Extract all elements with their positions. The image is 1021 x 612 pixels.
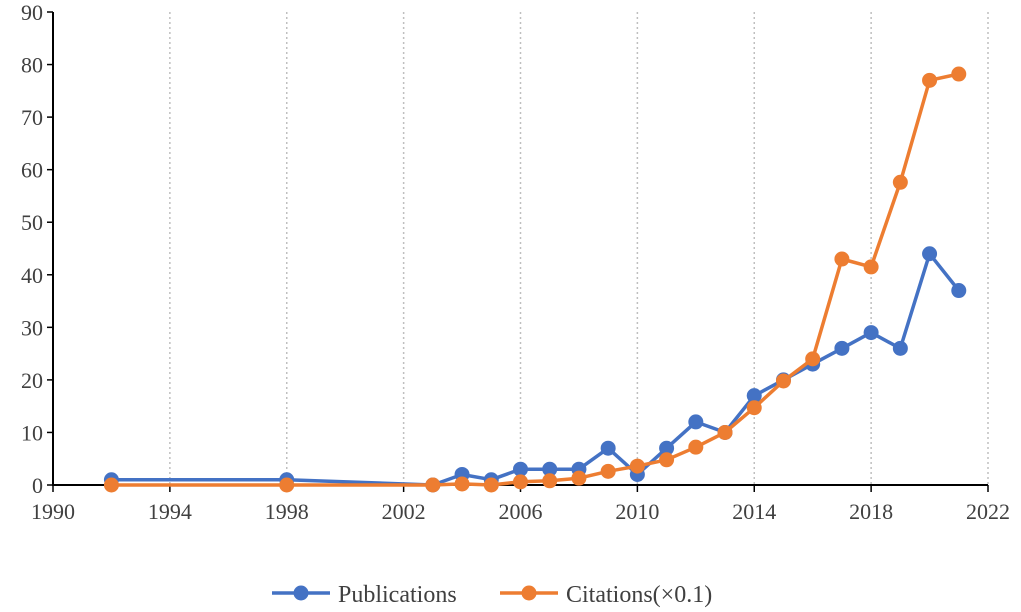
data-point-1-2004 (454, 476, 470, 492)
y-tick-label-40: 40 (21, 263, 43, 288)
data-point-1-2016 (805, 351, 821, 367)
y-tick-label-60: 60 (21, 158, 43, 183)
data-point-1-2019 (892, 174, 908, 190)
grid-lines (169, 12, 989, 485)
data-point-1-2011 (659, 452, 675, 468)
y-axis-ticks: 0 10 20 30 40 50 60 70 80 90 (21, 0, 53, 498)
y-tick-label-30: 30 (21, 315, 43, 340)
data-point-0-2006 (513, 461, 528, 477)
legend-swatch-marker-0 (293, 585, 309, 601)
x-axis-ticks: 1990 1994 1998 2002 2006 2010 2014 2018 2022 (31, 485, 1010, 524)
data-point-0-2011 (659, 440, 675, 456)
y-tick-label-50: 50 (21, 210, 43, 235)
y-tick-label-90: 90 (21, 0, 43, 25)
series-line-1 (109, 72, 961, 487)
data-point-0-2014 (746, 388, 762, 404)
legend-item-0: Publications (272, 582, 457, 608)
data-point-1-2013 (717, 424, 733, 440)
x-tick-label-2014: 2014 (732, 499, 776, 524)
y-tick-label-10: 10 (21, 420, 43, 445)
x-tick-label-1998: 1998 (265, 499, 309, 524)
x-tick-label-1990: 1990 (31, 499, 75, 524)
legend-swatch-marker-1 (521, 585, 537, 601)
data-point-1-2007 (542, 473, 558, 489)
data-point-0-2009 (600, 440, 616, 456)
legend-item-1: Citations(×0.1) (500, 582, 712, 608)
data-point-1-2006 (513, 474, 528, 490)
legend-label-1: Citations(×0.1) (566, 582, 712, 608)
x-tick-label-1994: 1994 (148, 499, 192, 524)
legend: Publications Citations(×0.1) (272, 582, 712, 608)
data-point-1-2009 (600, 463, 616, 479)
series-1 (103, 66, 967, 493)
x-tick-label-2002: 2002 (382, 499, 426, 524)
y-tick-label-80: 80 (21, 53, 43, 78)
x-tick-label-2010: 2010 (615, 499, 659, 524)
data-point-1-2018 (863, 259, 879, 275)
data-point-0-2021 (951, 283, 967, 299)
series-0 (103, 246, 967, 493)
data-point-1-2003 (425, 477, 441, 493)
y-tick-label-0: 0 (32, 473, 43, 498)
data-point-0-2012 (688, 414, 704, 430)
data-point-1-1992 (103, 477, 119, 493)
data-point-1-2021 (951, 66, 967, 82)
data-point-0-2018 (863, 325, 879, 341)
x-tick-label-2018: 2018 (849, 499, 893, 524)
legend-label-0: Publications (338, 582, 457, 608)
data-point-1-2010 (629, 458, 645, 474)
data-point-1-1998 (279, 477, 295, 493)
data-point-1-2012 (688, 439, 704, 455)
data-point-0-2017 (834, 340, 850, 356)
series-group (103, 66, 967, 493)
data-point-0-2007 (542, 461, 558, 477)
data-point-0-2019 (892, 340, 908, 356)
data-point-1-2017 (834, 251, 850, 267)
data-point-1-2005 (483, 477, 499, 493)
data-point-1-2015 (775, 373, 791, 389)
data-point-1-2008 (571, 470, 587, 486)
data-point-0-2020 (922, 246, 938, 262)
data-point-1-2020 (922, 72, 938, 88)
y-tick-label-20: 20 (21, 368, 43, 393)
y-tick-label-70: 70 (21, 105, 43, 130)
data-point-1-2014 (746, 400, 762, 416)
x-tick-label-2006: 2006 (499, 499, 543, 524)
x-tick-label-2022: 2022 (966, 499, 1010, 524)
